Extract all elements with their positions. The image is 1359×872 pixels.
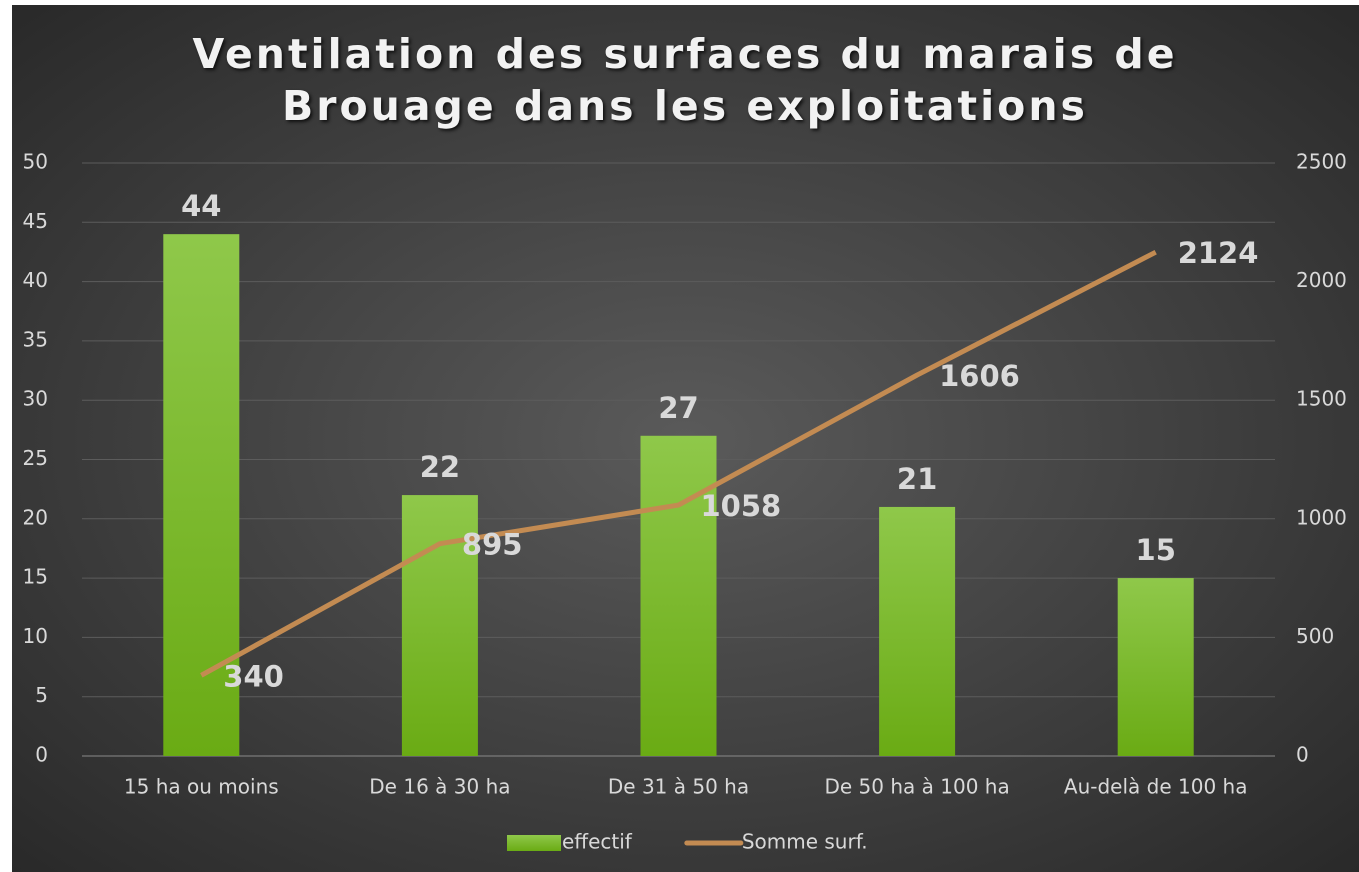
- x-tick-label: De 16 à 30 ha: [369, 775, 510, 799]
- x-tick-label: De 50 ha à 100 ha: [824, 775, 1009, 799]
- line: [200, 249, 1157, 678]
- bar: [1117, 578, 1194, 756]
- line-data-label: 340: [223, 659, 284, 693]
- y-tick-label: 20: [23, 505, 48, 529]
- y-tick-label: 5: [35, 683, 48, 707]
- bar: [163, 234, 240, 756]
- y-tick-label: 25: [23, 446, 48, 470]
- y-tick-label: 45: [23, 209, 48, 233]
- legend-label: Somme surf.: [742, 830, 868, 854]
- bar-data-label: 22: [420, 450, 460, 484]
- line-data-label: 895: [462, 528, 523, 562]
- y-tick-label: 30: [23, 387, 48, 411]
- chart-title: Ventilation des surfaces du marais de Br…: [192, 30, 1178, 130]
- y2-tick-label: 0: [1296, 743, 1309, 767]
- bar: [640, 435, 717, 756]
- line-data-label: 1058: [701, 489, 782, 523]
- y2-tick-label: 500: [1296, 624, 1334, 648]
- line-data-label: 1606: [939, 359, 1020, 393]
- legend-swatch: [507, 835, 561, 851]
- legend-label: effectif: [562, 830, 633, 854]
- y2-tick-label: 2000: [1296, 268, 1347, 292]
- y-tick-label: 35: [23, 327, 48, 351]
- bar-data-label: 15: [1136, 533, 1176, 567]
- y-tick-label: 50: [23, 150, 48, 174]
- bar: [879, 506, 956, 756]
- x-tick-label: Au-delà de 100 ha: [1064, 775, 1248, 799]
- y-tick-label: 40: [23, 268, 48, 292]
- y-tick-label: 0: [35, 743, 48, 767]
- y2-tick-label: 1500: [1296, 387, 1347, 411]
- line-data-label: 2124: [1178, 236, 1259, 270]
- bar-data-label: 44: [181, 189, 221, 223]
- y-tick-label: 15: [23, 565, 48, 589]
- y2-tick-label: 2500: [1296, 150, 1347, 174]
- bar-data-label: 21: [897, 462, 937, 496]
- y2-tick-label: 1000: [1296, 505, 1347, 529]
- bar-data-label: 27: [658, 391, 698, 425]
- x-tick-label: De 31 à 50 ha: [608, 775, 749, 799]
- x-tick-label: 15 ha ou moins: [124, 775, 279, 799]
- y-tick-label: 10: [23, 624, 48, 648]
